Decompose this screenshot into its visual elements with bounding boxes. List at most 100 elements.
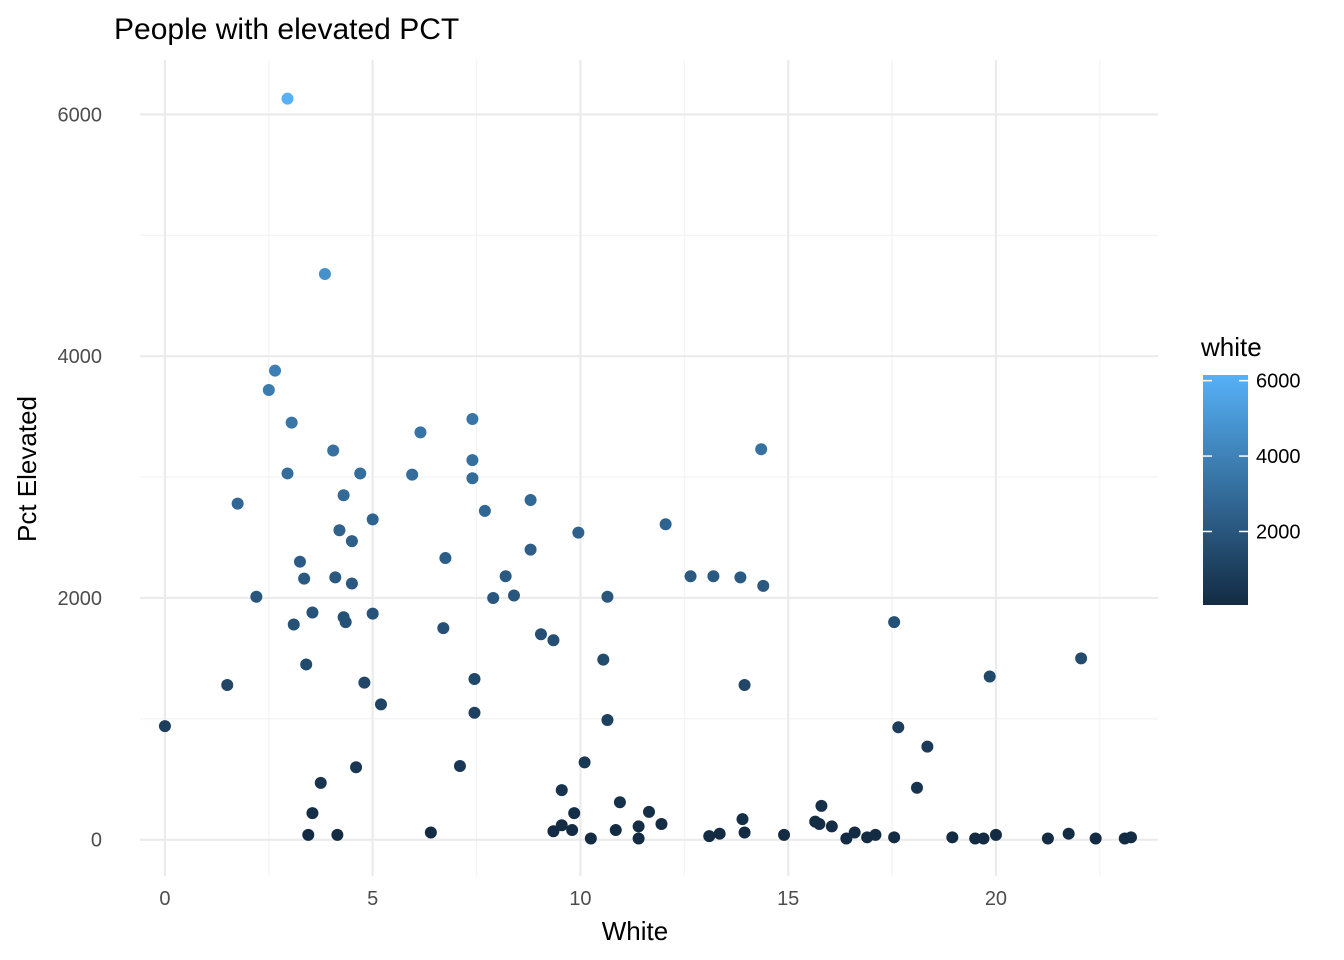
data-point bbox=[478, 504, 491, 517]
data-point bbox=[547, 634, 560, 647]
data-point bbox=[1041, 832, 1054, 845]
data-point bbox=[892, 721, 905, 734]
data-point bbox=[337, 489, 350, 502]
data-point bbox=[534, 628, 547, 641]
data-point bbox=[439, 552, 452, 565]
data-point bbox=[578, 756, 591, 769]
data-point bbox=[813, 818, 826, 831]
data-point bbox=[703, 830, 716, 843]
legend-colorbar bbox=[1203, 375, 1248, 605]
data-point bbox=[306, 807, 319, 820]
y-tick-label: 4000 bbox=[58, 346, 103, 368]
x-tick-label: 20 bbox=[985, 888, 1007, 910]
data-point bbox=[869, 828, 882, 841]
data-point bbox=[584, 832, 597, 845]
data-point bbox=[547, 825, 560, 838]
data-point bbox=[684, 570, 697, 583]
data-point bbox=[778, 828, 791, 841]
data-point bbox=[221, 678, 234, 691]
data-point bbox=[738, 678, 751, 691]
data-point bbox=[734, 571, 747, 584]
data-point bbox=[848, 826, 861, 839]
legend-title: white bbox=[1200, 332, 1262, 362]
data-point bbox=[281, 467, 294, 480]
y-tick-label: 0 bbox=[91, 830, 102, 852]
data-point bbox=[921, 740, 934, 753]
data-point bbox=[713, 827, 726, 840]
data-point bbox=[250, 590, 263, 603]
data-point bbox=[350, 761, 363, 774]
y-tick-label: 6000 bbox=[58, 104, 103, 126]
data-point bbox=[314, 776, 327, 789]
data-point bbox=[597, 653, 610, 666]
x-tick-label: 10 bbox=[569, 888, 591, 910]
legend-tick-label: 6000 bbox=[1256, 371, 1301, 393]
x-tick-label: 0 bbox=[159, 888, 170, 910]
data-point bbox=[524, 543, 537, 556]
data-point bbox=[466, 472, 479, 485]
y-axis-ticks: 0 2000 4000 6000 bbox=[58, 104, 103, 851]
data-point bbox=[736, 813, 749, 826]
data-point bbox=[333, 524, 346, 537]
grid bbox=[140, 60, 1158, 876]
data-point bbox=[281, 92, 294, 105]
data-point bbox=[643, 805, 655, 818]
data-point bbox=[285, 416, 298, 429]
data-point bbox=[406, 468, 419, 481]
data-point bbox=[158, 720, 171, 733]
data-point bbox=[572, 526, 585, 539]
data-point bbox=[1075, 652, 1088, 665]
data-point bbox=[659, 518, 672, 531]
data-point bbox=[969, 832, 982, 845]
data-point bbox=[1062, 827, 1075, 840]
x-tick-label: 5 bbox=[367, 888, 378, 910]
data-point bbox=[613, 796, 626, 809]
data-point bbox=[437, 622, 450, 635]
data-point bbox=[507, 589, 520, 602]
data-point bbox=[989, 828, 1002, 841]
data-point bbox=[345, 535, 358, 548]
data-point bbox=[366, 513, 379, 526]
data-point bbox=[262, 384, 275, 397]
data-point bbox=[840, 832, 853, 845]
data-point bbox=[983, 670, 996, 683]
data-point bbox=[555, 784, 568, 797]
data-point bbox=[468, 672, 481, 685]
data-point bbox=[374, 698, 387, 711]
data-point bbox=[466, 413, 479, 426]
data-point bbox=[329, 571, 342, 584]
data-point bbox=[302, 828, 315, 841]
color-legend: white 2000 4000 6000 bbox=[1200, 332, 1301, 605]
data-point bbox=[424, 826, 437, 839]
data-point bbox=[601, 590, 614, 603]
data-point bbox=[601, 714, 614, 727]
data-point bbox=[300, 658, 313, 671]
data-point bbox=[911, 781, 924, 794]
data-point bbox=[298, 572, 311, 585]
legend-tick-label: 2000 bbox=[1256, 521, 1301, 543]
data-point bbox=[555, 819, 568, 832]
chart-title: People with elevated PCT bbox=[114, 13, 459, 46]
data-point bbox=[231, 497, 244, 510]
data-point bbox=[339, 616, 352, 629]
data-point bbox=[825, 820, 838, 833]
y-axis-title: Pct Elevated bbox=[12, 396, 42, 542]
x-tick-label: 15 bbox=[777, 888, 799, 910]
data-point bbox=[1089, 832, 1102, 845]
legend-tick-label: 4000 bbox=[1256, 446, 1301, 468]
data-point bbox=[414, 426, 427, 439]
data-point bbox=[468, 706, 481, 719]
data-point bbox=[815, 799, 828, 812]
data-point bbox=[566, 824, 579, 837]
data-point bbox=[345, 577, 358, 590]
data-point bbox=[293, 555, 306, 568]
data-point bbox=[306, 606, 319, 619]
y-tick-label: 2000 bbox=[58, 588, 103, 610]
data-point bbox=[568, 807, 581, 820]
data-point bbox=[1124, 831, 1137, 844]
data-point bbox=[287, 618, 300, 631]
data-point bbox=[888, 831, 901, 844]
data-point bbox=[946, 831, 959, 844]
data-point bbox=[366, 607, 379, 620]
